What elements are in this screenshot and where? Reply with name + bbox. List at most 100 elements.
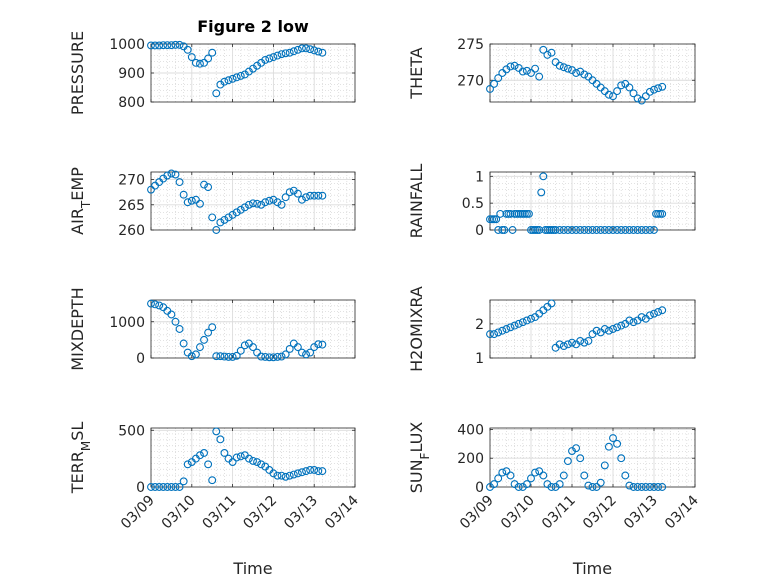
data-point	[547, 483, 556, 491]
data-point	[281, 49, 290, 58]
data-point	[191, 195, 200, 204]
x-axis-label: Time	[572, 559, 612, 578]
data-point	[212, 427, 221, 436]
data-point	[645, 87, 654, 96]
axes-frame	[150, 299, 356, 359]
data-point	[196, 59, 204, 68]
data-point	[537, 188, 546, 197]
data-point	[257, 352, 266, 361]
data-point	[208, 476, 217, 485]
data-point	[236, 452, 245, 461]
data-point	[486, 215, 494, 224]
data-point	[220, 77, 229, 86]
data-point	[496, 209, 505, 218]
data-point	[273, 471, 282, 480]
y-axis-label: PRESSURE	[68, 31, 87, 115]
data-point	[654, 483, 663, 491]
data-point	[650, 309, 658, 318]
data-point	[529, 226, 537, 234]
data-point	[600, 226, 609, 234]
y-tick-label: 900	[118, 66, 145, 82]
data-point	[236, 346, 245, 355]
data-point	[191, 58, 200, 67]
data-point	[514, 319, 523, 328]
y-tick-label: 0	[475, 480, 484, 496]
data-point	[609, 434, 617, 443]
data-point	[167, 169, 176, 178]
x-tick-label: 03/10	[498, 493, 538, 533]
data-point	[604, 326, 613, 335]
data-point	[629, 483, 638, 491]
data-point	[658, 306, 667, 315]
data-point	[175, 325, 184, 333]
data-point	[200, 58, 208, 67]
data-point	[580, 471, 589, 480]
data-point	[240, 341, 249, 350]
data-point	[514, 483, 523, 491]
data-point	[163, 171, 172, 180]
data-point	[490, 480, 499, 489]
data-point	[314, 340, 323, 349]
data-point	[281, 472, 290, 481]
data-point	[163, 483, 172, 491]
data-point	[510, 321, 519, 330]
data-point	[522, 66, 531, 75]
data-point	[563, 226, 572, 234]
data-point	[555, 340, 564, 349]
data-point	[633, 226, 642, 234]
y-tick-label: 275	[457, 37, 484, 53]
data-point	[220, 449, 229, 457]
data-point	[257, 200, 266, 209]
data-point	[535, 72, 544, 81]
data-point	[559, 342, 568, 351]
x-tick-label: 03/13	[281, 493, 321, 533]
data-point	[604, 442, 613, 451]
data-point	[310, 191, 319, 200]
data-point	[175, 483, 184, 491]
data-point	[547, 48, 556, 57]
data-point	[175, 40, 184, 49]
data-point	[204, 54, 213, 63]
data-point	[261, 55, 270, 64]
data-point	[600, 325, 609, 333]
data-point	[293, 343, 302, 352]
data-point	[285, 188, 294, 197]
data-point	[302, 44, 310, 53]
data-point	[204, 460, 213, 469]
data-point	[539, 471, 548, 480]
data-point	[281, 350, 290, 359]
data-point	[637, 226, 646, 234]
data-point	[596, 226, 605, 234]
data-point	[576, 336, 585, 345]
data-point	[621, 226, 630, 234]
y-tick-label: 1000	[109, 315, 145, 331]
data-point	[637, 96, 646, 105]
data-point	[179, 190, 188, 199]
data-point	[163, 41, 172, 50]
y-tick-label: 265	[118, 198, 145, 214]
data-point	[175, 178, 184, 187]
data-point	[228, 458, 237, 466]
data-point	[502, 467, 511, 476]
data-point	[645, 483, 654, 491]
data-point	[527, 314, 535, 323]
data-point	[289, 47, 298, 56]
data-point	[244, 454, 253, 463]
axes-frame	[489, 43, 696, 103]
data-point	[167, 310, 176, 319]
data-point	[518, 67, 527, 76]
data-point	[208, 48, 217, 57]
y-tick-label: 0	[136, 351, 145, 367]
data-point	[147, 185, 155, 194]
axes-frame	[489, 171, 696, 231]
data-point	[224, 352, 233, 361]
data-point	[654, 209, 663, 218]
data-point	[171, 170, 180, 179]
data-point	[298, 348, 306, 357]
data-point	[641, 483, 650, 491]
data-point	[617, 81, 626, 90]
data-point	[588, 226, 597, 234]
data-point	[527, 474, 535, 483]
data-point	[596, 478, 605, 487]
data-point	[494, 328, 503, 337]
